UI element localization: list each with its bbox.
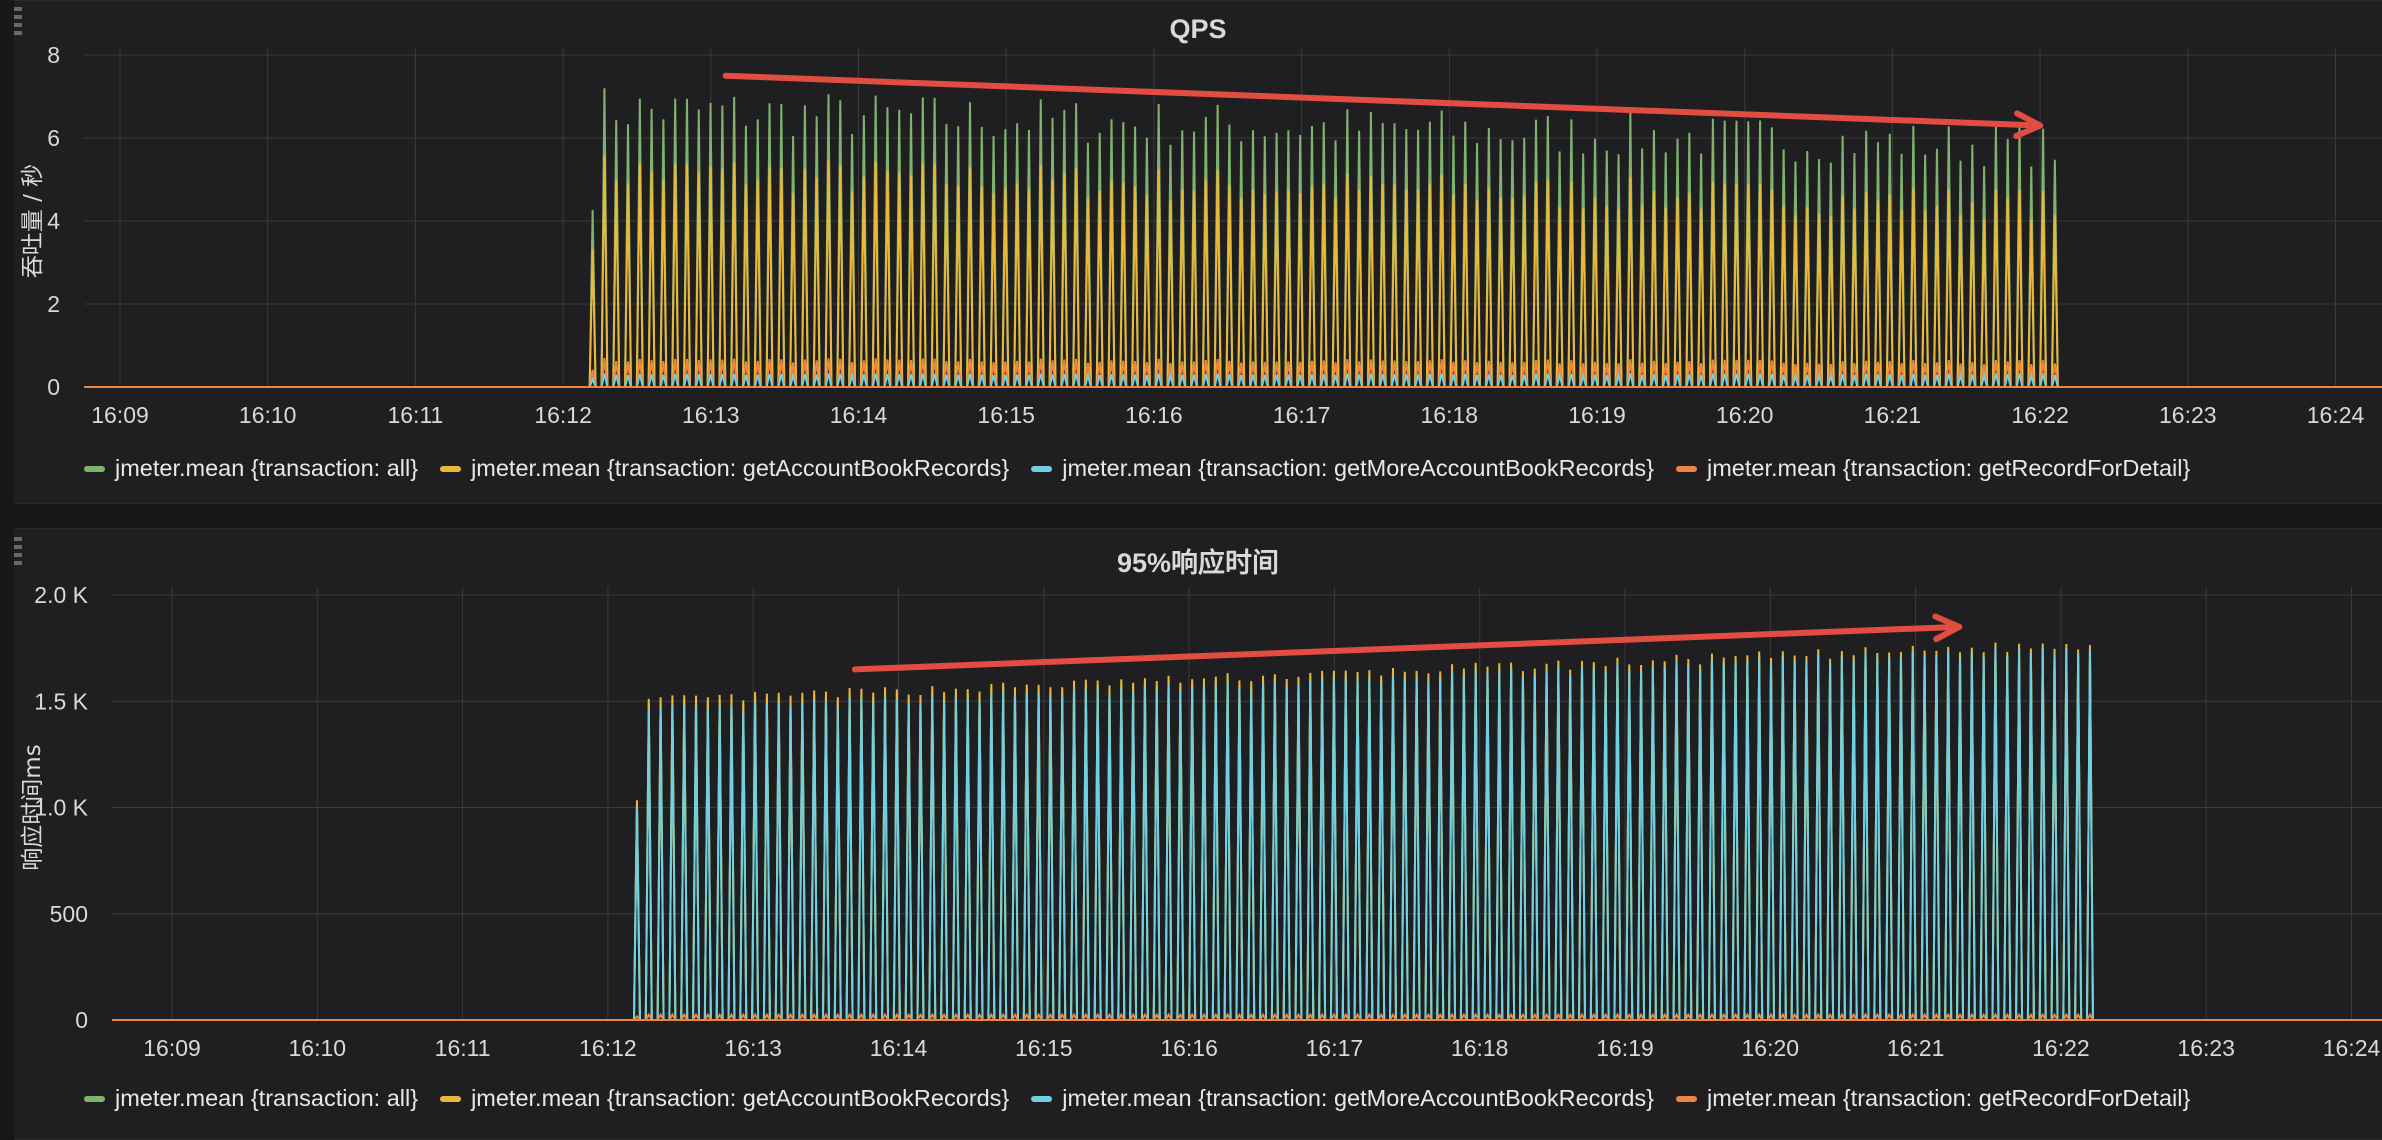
y-tick-label: 6 <box>47 125 60 151</box>
series-line <box>84 371 2382 388</box>
legend-item[interactable]: jmeter.mean {transaction: getAccountBook… <box>440 1085 1009 1112</box>
x-tick-label: 16:15 <box>977 402 1035 428</box>
x-tick-label: 16:11 <box>435 1035 491 1061</box>
y-tick-label: 2 <box>47 291 60 317</box>
x-tick-label: 16:16 <box>1160 1035 1218 1061</box>
series-line <box>112 647 2382 1021</box>
x-tick-label: 16:15 <box>1015 1035 1073 1061</box>
legend-label: jmeter.mean {transaction: getRecordForDe… <box>1707 1085 2191 1111</box>
legend-swatch <box>440 465 462 472</box>
y-tick-label: 1.0 K <box>34 795 88 821</box>
legend-item[interactable]: jmeter.mean {transaction: getRecordForDe… <box>1676 455 2190 482</box>
x-tick-label: 16:17 <box>1306 1035 1364 1061</box>
qps-legend: jmeter.mean {transaction: all} jmeter.mea… <box>84 455 2212 482</box>
y-tick-label: 1.5 K <box>34 688 88 714</box>
y-tick-label: 500 <box>50 901 88 927</box>
legend-label: jmeter.mean {transaction: all} <box>115 455 419 481</box>
x-tick-label: 16:12 <box>579 1035 637 1061</box>
x-tick-label: 16:20 <box>1716 402 1774 428</box>
x-tick-label: 16:23 <box>2177 1035 2235 1061</box>
x-tick-label: 16:09 <box>143 1035 201 1061</box>
legend-swatch <box>1676 465 1697 472</box>
legend-label: jmeter.mean {transaction: getAccountBook… <box>471 455 1010 481</box>
legend-label: jmeter.mean {transaction: all} <box>115 1085 419 1111</box>
y-tick-label: 4 <box>47 208 60 234</box>
x-tick-label: 16:24 <box>2323 1035 2381 1061</box>
y-tick-label: 0 <box>47 374 60 400</box>
x-tick-label: 16:21 <box>1864 402 1922 428</box>
series-all <box>84 88 2382 388</box>
x-tick-label: 16:12 <box>534 402 592 428</box>
series-getMoreAccountBookRecords <box>84 371 2382 388</box>
x-tick-label: 16:24 <box>2307 402 2365 428</box>
legend-label: jmeter.mean {transaction: getRecordForDe… <box>1707 455 2191 481</box>
x-tick-label: 16:19 <box>1568 402 1626 428</box>
x-tick-label: 16:13 <box>724 1035 782 1061</box>
x-tick-label: 16:21 <box>1887 1035 1945 1061</box>
qps-panel: QPS 0 2 4 6 8 16:09 16:10 16:11 16:12 16:13 16:14 1… <box>14 0 2382 504</box>
x-tick-label: 16:14 <box>870 1035 928 1061</box>
panel-title[interactable]: 95%响应时间 <box>1116 548 1280 578</box>
series-line <box>84 88 2382 388</box>
panel-title[interactable]: QPS <box>1169 14 1227 44</box>
series-getMoreAccountBookRecords <box>112 647 2382 1021</box>
legend-swatch <box>1676 1095 1697 1102</box>
arrow-head <box>2013 110 2044 139</box>
response-time-legend: jmeter.mean {transaction: all} jmeter.mea… <box>84 1085 2212 1112</box>
y-tick-label: 8 <box>47 42 60 68</box>
legend-item[interactable]: jmeter.mean {transaction: all} <box>84 455 418 482</box>
legend-swatch <box>84 1095 105 1102</box>
x-tick-label: 16:11 <box>387 402 443 428</box>
x-tick-label: 16:09 <box>91 402 149 428</box>
y-axis-title: 响应时间ms <box>20 744 46 870</box>
x-tick-label: 16:17 <box>1273 402 1331 428</box>
y-tick-label: 2.0 K <box>34 582 88 608</box>
y-tick-label: 0 <box>75 1007 88 1033</box>
response-time-chart[interactable]: 0 500 1.0 K 1.5 K 2.0 K 16:09 16:10 16:11 16:12 1… <box>14 529 2382 1139</box>
panel-drag-handle[interactable] <box>14 7 22 35</box>
x-tick-label: 16:19 <box>1596 1035 1654 1061</box>
x-tick-label: 16:18 <box>1421 402 1479 428</box>
legend-label: jmeter.mean {transaction: getMoreAccount… <box>1062 1085 1654 1111</box>
arrow-head <box>1932 613 1963 643</box>
x-tick-label: 16:22 <box>2032 1035 2090 1061</box>
x-tick-label: 16:16 <box>1125 402 1183 428</box>
panel-drag-handle[interactable] <box>14 537 22 565</box>
y-axis-title: 吞吐量 / 秒 <box>20 164 46 278</box>
series-line <box>84 155 2382 388</box>
x-tick-label: 16:13 <box>682 402 740 428</box>
grid <box>84 47 2382 388</box>
annotation-arrow <box>722 72 2044 139</box>
legend-item[interactable]: jmeter.mean {transaction: getAccountBook… <box>440 455 1009 482</box>
annotation-arrow <box>851 613 1963 673</box>
x-tick-label: 16:10 <box>289 1035 347 1061</box>
x-tick-label: 16:23 <box>2159 402 2217 428</box>
legend-swatch <box>440 1095 462 1102</box>
x-tick-label: 16:22 <box>2011 402 2069 428</box>
legend-item[interactable]: jmeter.mean {transaction: all} <box>84 1085 418 1112</box>
response-time-panel: 95%响应时间 0 500 1.0 K 1.5 K 2.0 K 16:09 16:10 16:… <box>14 528 2382 1140</box>
series-getAccountBookRecords <box>84 155 2382 388</box>
legend-swatch <box>84 465 105 472</box>
x-tick-label: 16:14 <box>830 402 888 428</box>
legend-label: jmeter.mean {transaction: getAccountBook… <box>471 1085 1010 1111</box>
x-tick-label: 16:20 <box>1742 1035 1800 1061</box>
legend-label: jmeter.mean {transaction: getMoreAccount… <box>1062 455 1654 481</box>
legend-swatch <box>1031 1095 1053 1102</box>
x-tick-label: 16:10 <box>239 402 297 428</box>
x-tick-label: 16:18 <box>1451 1035 1509 1061</box>
legend-item[interactable]: jmeter.mean {transaction: getRecordForDe… <box>1676 1085 2190 1112</box>
legend-item[interactable]: jmeter.mean {transaction: getMoreAccount… <box>1031 455 1654 482</box>
legend-swatch <box>1031 465 1053 472</box>
qps-chart[interactable]: 0 2 4 6 8 16:09 16:10 16:11 16:12 16:13 16:14 16:15… <box>14 1 2382 503</box>
legend-item[interactable]: jmeter.mean {transaction: getMoreAccount… <box>1031 1085 1654 1112</box>
